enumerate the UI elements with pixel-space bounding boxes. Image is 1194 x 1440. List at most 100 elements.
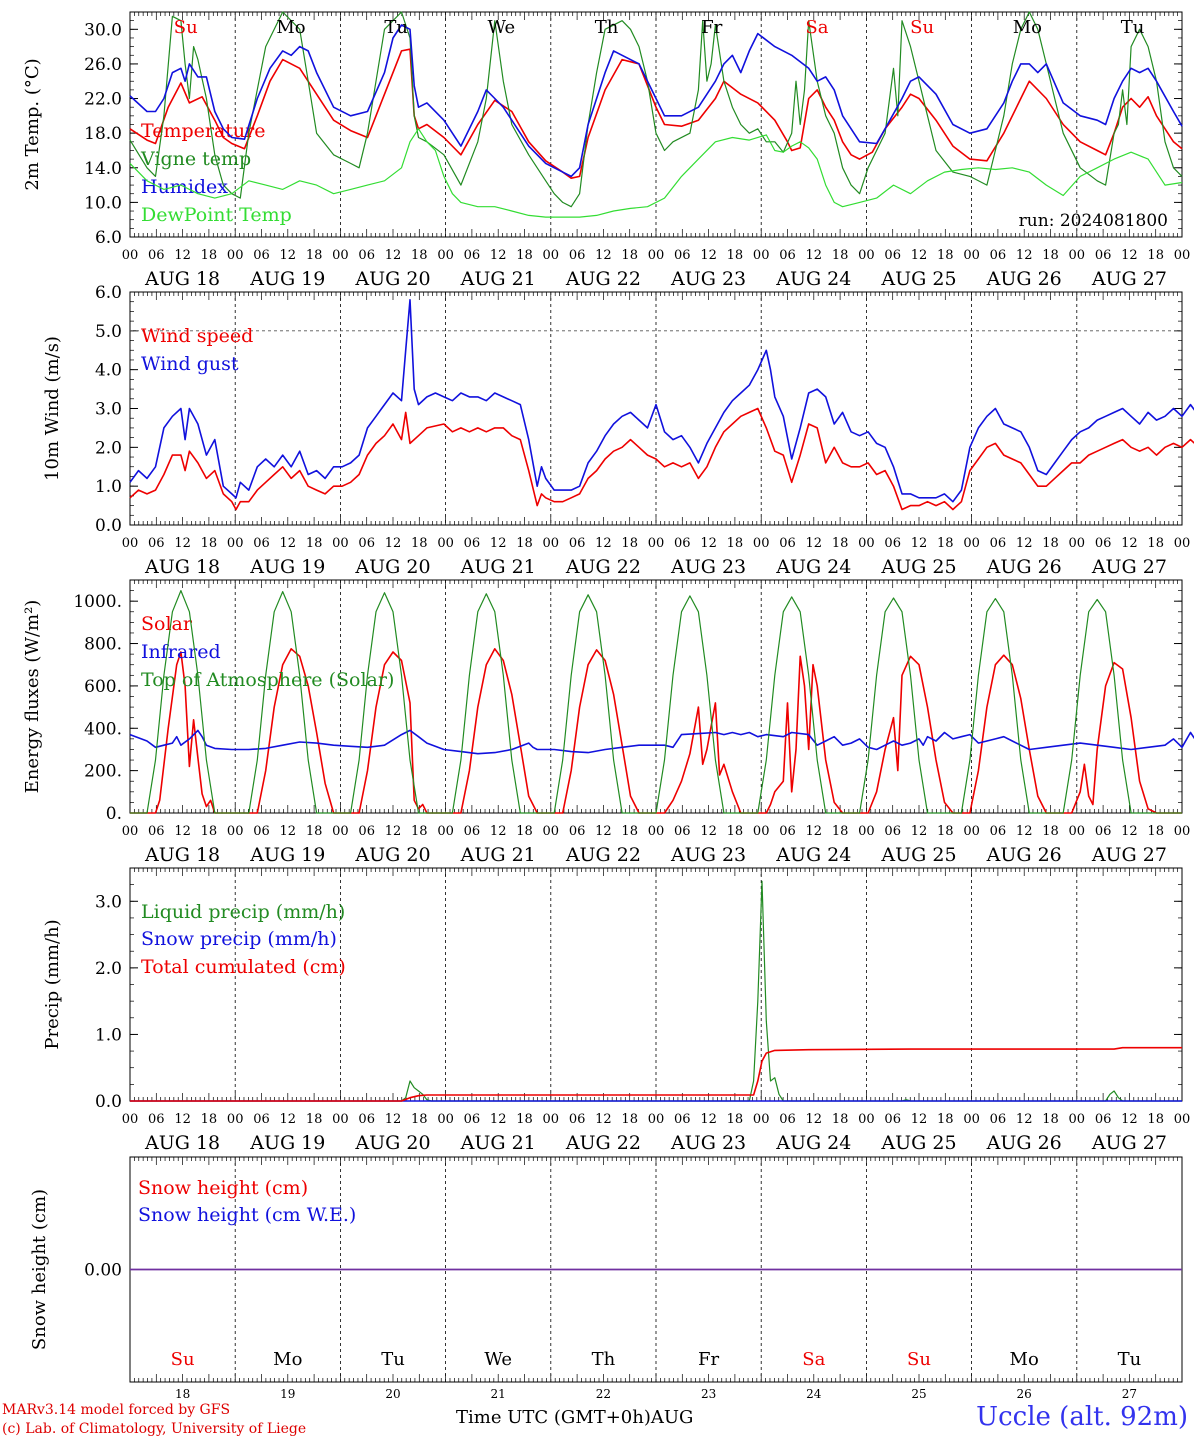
- hour-tick-label: 12: [1016, 248, 1033, 263]
- y-tick-label: 4.0: [95, 361, 122, 381]
- hour-tick-label: 06: [464, 248, 481, 263]
- model-credit: MARv3.14 model forced by GFS: [2, 1402, 231, 1418]
- hour-tick-label: 18: [832, 536, 849, 551]
- weekday-label: Th: [592, 1349, 616, 1370]
- series-line-wind-speed: [129, 407, 1194, 511]
- hour-tick-label: 12: [490, 1112, 507, 1127]
- series-line-top-of-atmosphere-solar-: [130, 590, 1182, 814]
- y-tick-label: 18.0: [84, 124, 122, 144]
- weekday-label: We: [484, 1349, 512, 1370]
- hour-tick-label: 00: [648, 536, 665, 551]
- weekday-label: Fr: [698, 1349, 719, 1370]
- month-label: AUG: [650, 1407, 694, 1428]
- hour-tick-label: 00: [543, 824, 560, 839]
- hour-tick-label: 00: [437, 824, 454, 839]
- weekday-label: Sa: [805, 17, 828, 38]
- lab-credit: (c) Lab. of Climatology, University of L…: [2, 1421, 307, 1437]
- date-label: AUG 27: [1091, 844, 1167, 866]
- hour-tick-label: 18: [621, 824, 638, 839]
- hour-tick-label: 06: [674, 1112, 691, 1127]
- weekday-label: Su: [174, 17, 198, 38]
- hour-tick-label: 06: [569, 1112, 586, 1127]
- hour-tick-label: 00: [437, 248, 454, 263]
- date-label: AUG 23: [670, 268, 746, 290]
- series-line-liquid-precip-mm-h-: [130, 880, 1182, 1102]
- hour-tick-label: 06: [464, 824, 481, 839]
- hour-tick-label: 00: [122, 824, 139, 839]
- y-tick-label: 1000.: [73, 592, 122, 612]
- hour-tick-label: 06: [884, 536, 901, 551]
- weekday-label: Mo: [1013, 17, 1042, 38]
- hour-tick-label: 12: [280, 536, 297, 551]
- y-tick-label: 0.0: [95, 1092, 122, 1112]
- hour-tick-label: 00: [963, 248, 980, 263]
- weekday-label: Tu: [384, 17, 408, 38]
- hour-tick-label: 12: [700, 536, 717, 551]
- hour-tick-label: 06: [569, 536, 586, 551]
- y-tick-label: 6.0: [95, 283, 122, 303]
- hour-tick-label: 00: [1174, 248, 1191, 263]
- hour-tick-label: 18: [201, 536, 218, 551]
- y-tick-label: 3.0: [95, 400, 122, 420]
- hour-tick-label: 06: [1095, 824, 1112, 839]
- weekday-label: Su: [907, 1349, 931, 1370]
- series-line-temperature: [129, 48, 1183, 179]
- hour-tick-label: 06: [358, 248, 375, 263]
- y-axis-label: 2m Temp. (°C): [22, 58, 43, 190]
- hour-tick-label: 12: [385, 1112, 402, 1127]
- day-number-label: 20: [385, 1387, 400, 1401]
- hour-tick-label: 12: [595, 536, 612, 551]
- hour-tick-label: 00: [963, 536, 980, 551]
- date-label: AUG 23: [670, 1132, 746, 1154]
- hour-tick-label: 18: [201, 248, 218, 263]
- hour-tick-label: 00: [543, 1112, 560, 1127]
- weekday-label: Th: [595, 17, 619, 38]
- hour-tick-label: 12: [280, 1112, 297, 1127]
- hour-tick-label: 00: [122, 248, 139, 263]
- date-label: AUG 22: [565, 268, 641, 290]
- hour-tick-label: 18: [306, 248, 323, 263]
- hour-tick-label: 18: [411, 536, 428, 551]
- weekday-label: Mo: [273, 1349, 302, 1370]
- y-tick-label: 26.0: [84, 55, 122, 75]
- series-line-total-cumulated-cm-: [130, 1046, 1182, 1102]
- hour-tick-label: 00: [648, 824, 665, 839]
- hour-tick-label: 18: [1042, 248, 1059, 263]
- hour-tick-label: 18: [411, 824, 428, 839]
- hour-tick-label: 12: [1016, 824, 1033, 839]
- hour-tick-label: 18: [1147, 824, 1164, 839]
- hour-tick-label: 12: [385, 824, 402, 839]
- y-tick-label: 0.00: [84, 1261, 122, 1281]
- date-label: AUG 19: [249, 556, 325, 578]
- hour-tick-label: 06: [569, 248, 586, 263]
- hour-tick-label: 18: [727, 1112, 744, 1127]
- legend-entry: Liquid precip (mm/h): [141, 901, 345, 923]
- series-line-dewpoint-temp: [129, 128, 1183, 218]
- hour-tick-label: 18: [1147, 248, 1164, 263]
- hour-tick-label: 00: [753, 824, 770, 839]
- hour-tick-label: 00: [963, 1112, 980, 1127]
- legend-entry: Wind speed: [141, 325, 253, 347]
- hour-tick-label: 06: [253, 1112, 270, 1127]
- hour-tick-label: 18: [727, 536, 744, 551]
- y-tick-label: 5.0: [95, 322, 122, 342]
- hour-tick-label: 00: [963, 824, 980, 839]
- date-label: AUG 26: [986, 268, 1062, 290]
- hour-tick-label: 00: [1174, 1112, 1191, 1127]
- date-label: AUG 27: [1091, 1132, 1167, 1154]
- hour-tick-label: 18: [621, 248, 638, 263]
- hour-tick-label: 00: [648, 1112, 665, 1127]
- hour-tick-label: 00: [1069, 1112, 1086, 1127]
- hour-tick-label: 18: [1042, 1112, 1059, 1127]
- hour-tick-label: 06: [358, 536, 375, 551]
- date-label: AUG 22: [565, 844, 641, 866]
- date-label: AUG 19: [249, 268, 325, 290]
- date-label: AUG 27: [1091, 268, 1167, 290]
- hour-tick-label: 00: [543, 536, 560, 551]
- hour-tick-label: 06: [884, 824, 901, 839]
- hour-tick-label: 00: [648, 248, 665, 263]
- hour-tick-label: 12: [174, 824, 191, 839]
- hour-tick-label: 06: [779, 1112, 796, 1127]
- hour-tick-label: 06: [779, 536, 796, 551]
